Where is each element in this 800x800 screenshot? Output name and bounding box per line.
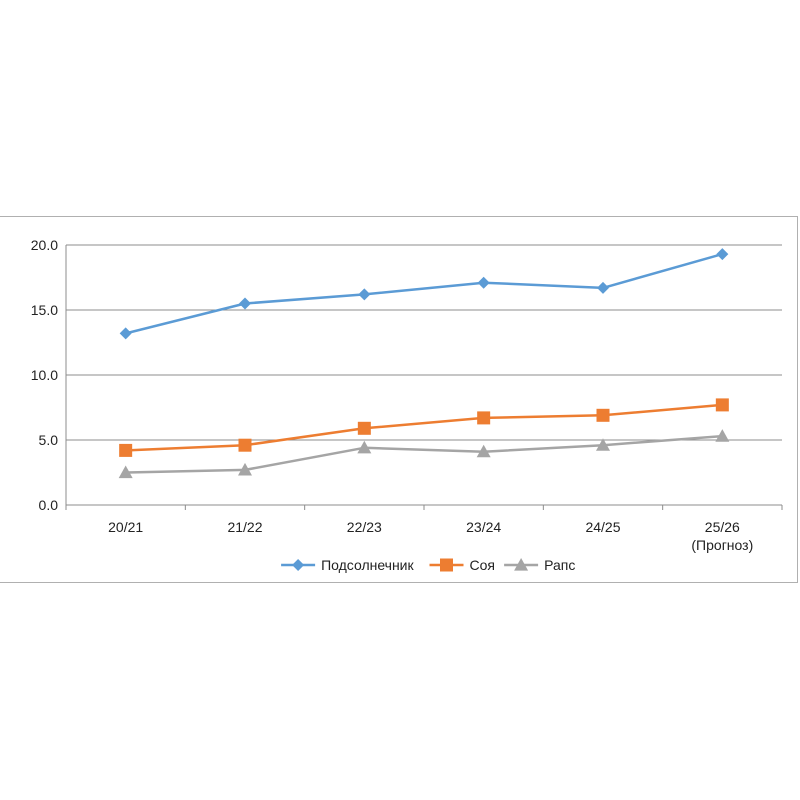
data-point	[357, 421, 371, 435]
legend-item: Рапс	[504, 557, 575, 573]
legend-marker	[292, 559, 305, 571]
x-tick-label: 24/25	[585, 519, 620, 535]
legend-label: Подсолнечник	[321, 557, 414, 573]
data-point	[119, 327, 132, 340]
data-point	[596, 438, 610, 451]
legend-marker	[514, 558, 529, 571]
line-chart: 0.0 5.0 10.0 15.0 20.0 20/21 21/22 22/23 23/24 24…	[31, 237, 783, 573]
chart-frame: 0.0 5.0 10.0 15.0 20.0 20/21 21/22 22/23 23/24 24…	[0, 216, 798, 583]
series-2	[118, 429, 730, 479]
data-point	[477, 276, 490, 289]
series-line	[125, 252, 723, 335]
grid-lines	[66, 244, 782, 441]
legend: Подсолнечник Соя Рапс	[281, 557, 575, 573]
axes: 0.0 5.0 10.0 15.0 20.0 20/21 21/22 22/23 23/24 24…	[31, 237, 783, 553]
data-point	[476, 444, 491, 458]
legend-marker	[440, 558, 453, 572]
series-1	[119, 398, 729, 457]
series-line	[125, 434, 723, 474]
y-tick-label: 15.0	[31, 302, 58, 318]
data-point	[357, 440, 372, 454]
legend-label: Соя	[470, 557, 495, 573]
y-tick-label: 10.0	[31, 367, 58, 383]
data-point	[716, 248, 729, 261]
series-line	[125, 403, 723, 452]
data-point	[119, 443, 133, 457]
legend-item: Подсолнечник	[281, 557, 415, 573]
data-point	[118, 465, 133, 479]
x-tick-label: 20/21	[108, 519, 143, 535]
y-tick-label: 5.0	[39, 432, 59, 448]
x-tick-label: 21/22	[227, 519, 262, 535]
y-tick-label: 20.0	[31, 237, 58, 253]
x-tick-sublabel: (Прогноз)	[691, 537, 753, 553]
data-point	[596, 408, 610, 422]
data-point	[715, 398, 729, 412]
series-lines	[118, 248, 730, 479]
data-point	[239, 297, 251, 310]
x-tick-label: 25/26	[705, 519, 740, 535]
data-point	[358, 288, 371, 301]
series-0	[119, 248, 729, 340]
data-point	[238, 438, 252, 452]
x-tick-label: 22/23	[347, 519, 382, 535]
data-point	[477, 411, 491, 425]
y-tick-label: 0.0	[39, 497, 59, 513]
data-point	[715, 429, 730, 442]
x-tick-label: 23/24	[466, 519, 501, 535]
legend-item: Соя	[429, 557, 495, 573]
data-point	[597, 281, 609, 294]
data-point	[238, 462, 252, 476]
legend-label: Рапс	[544, 557, 575, 573]
